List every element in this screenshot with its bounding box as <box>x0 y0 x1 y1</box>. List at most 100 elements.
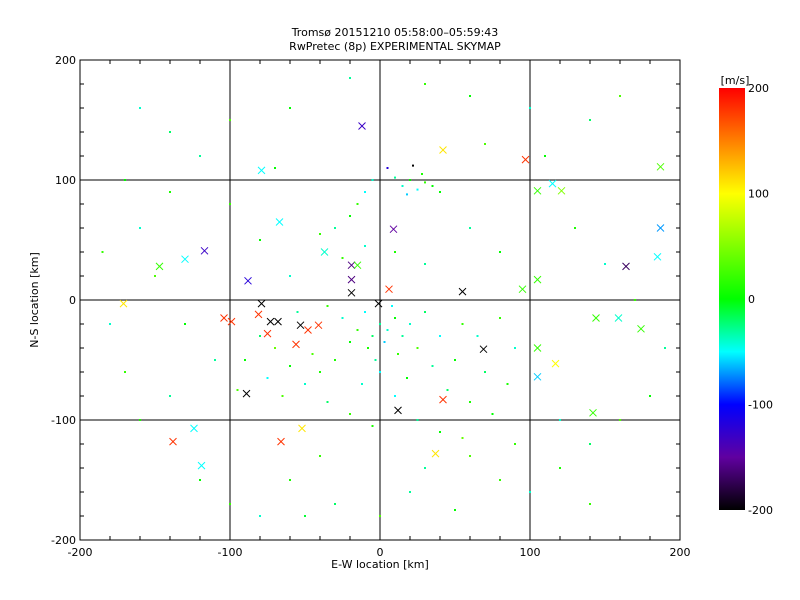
data-dot <box>409 179 411 181</box>
data-dot <box>634 299 636 301</box>
cross-stroke <box>439 146 447 154</box>
data-dot <box>124 179 126 181</box>
data-cross-marker <box>155 262 164 271</box>
data-dot <box>199 479 201 481</box>
data-dot <box>139 107 141 109</box>
x-tick-label: 200 <box>670 546 691 559</box>
data-dot <box>289 107 291 109</box>
data-dot <box>391 305 393 307</box>
data-dot <box>469 401 471 403</box>
data-dot <box>559 419 561 421</box>
data-cross-marker <box>244 276 252 285</box>
cross-stroke <box>257 166 266 175</box>
data-cross-marker <box>227 317 236 326</box>
data-dot <box>139 419 141 421</box>
data-dot <box>371 425 374 427</box>
cross-stroke <box>533 372 542 381</box>
data-cross-marker <box>263 329 272 338</box>
data-dot <box>154 275 156 277</box>
data-dot <box>259 515 261 517</box>
data-dot <box>139 227 141 229</box>
data-dot <box>439 431 441 433</box>
data-dot <box>364 311 366 313</box>
data-cross-marker <box>347 288 356 297</box>
data-dot <box>416 188 419 191</box>
data-dot <box>424 467 426 469</box>
data-dot <box>326 401 329 403</box>
cross-stroke <box>275 218 284 226</box>
cross-stroke <box>190 424 198 433</box>
data-dot <box>469 455 471 457</box>
cross-stroke <box>155 262 164 271</box>
data-dot <box>506 383 509 385</box>
x-tick-label: 0 <box>377 546 384 559</box>
data-dot <box>574 227 576 229</box>
data-dot <box>469 95 471 97</box>
data-dot <box>409 323 411 325</box>
cross-stroke <box>314 321 323 330</box>
data-cross-marker <box>274 317 282 326</box>
data-dot <box>281 395 284 397</box>
data-dot <box>461 437 464 439</box>
data-dot <box>514 347 516 349</box>
y-tick-label: 100 <box>55 174 76 187</box>
data-dot <box>184 323 186 325</box>
axis-ticks: -200 -100 0 100 200 -200 -100 0 100 200 <box>51 54 690 559</box>
data-dot <box>289 479 291 481</box>
data-dot <box>371 335 374 337</box>
data-dot <box>367 347 369 349</box>
data-dot <box>424 181 426 184</box>
data-dot <box>386 329 389 331</box>
data-dot <box>619 419 621 421</box>
data-cross-marker <box>656 162 665 171</box>
data-dot <box>374 359 377 361</box>
data-cross-marker <box>347 261 356 270</box>
cross-stroke <box>320 248 329 256</box>
cross-stroke <box>614 314 623 322</box>
data-cross-marker <box>458 287 467 296</box>
cross-stroke <box>439 395 447 404</box>
data-cross-marker <box>200 246 209 255</box>
colorbar-tick-label: 0 <box>748 293 755 306</box>
data-dot <box>424 83 426 85</box>
cross-stroke <box>242 389 251 398</box>
cross-stroke <box>347 275 356 284</box>
cross-stroke <box>521 155 530 164</box>
data-cross-marker <box>266 317 275 326</box>
x-tick-label: -200 <box>68 546 93 559</box>
data-dot <box>101 251 104 253</box>
data-dot <box>274 347 276 349</box>
data-cross-marker <box>304 326 312 334</box>
data-dot <box>649 395 651 397</box>
data-dot <box>319 233 321 235</box>
data-cross-marker <box>254 310 263 319</box>
cross-stroke <box>656 162 665 171</box>
cross-stroke <box>656 224 665 232</box>
cross-stroke <box>548 179 557 188</box>
cross-stroke <box>353 261 362 270</box>
data-dot <box>424 311 426 313</box>
cross-stroke <box>292 340 300 349</box>
data-cross-marker <box>439 395 447 404</box>
data-dot <box>412 164 414 167</box>
data-dot <box>401 185 404 187</box>
data-dot <box>499 479 501 481</box>
data-dot <box>371 179 374 181</box>
data-cross-marker <box>656 224 665 232</box>
data-cross-marker <box>119 299 128 308</box>
data-dot <box>169 131 171 133</box>
data-dot <box>394 317 396 319</box>
data-cross-marker <box>197 461 206 470</box>
data-dot <box>304 515 306 517</box>
data-dot <box>199 155 201 157</box>
data-dot <box>259 335 261 337</box>
data-dot <box>266 377 269 379</box>
data-cross-marker <box>353 261 362 270</box>
x-axis-label: E-W location [km] <box>331 558 429 571</box>
data-dot <box>589 503 591 505</box>
data-dot <box>499 251 501 253</box>
data-dot <box>319 371 321 373</box>
data-dot <box>356 329 359 331</box>
data-dot <box>349 413 351 415</box>
